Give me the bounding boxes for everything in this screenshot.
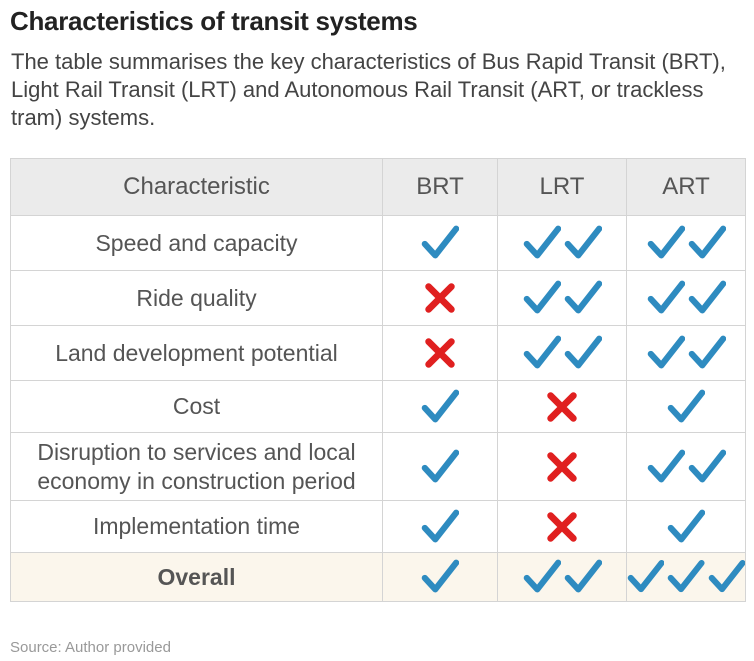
check-icon [564,559,602,593]
check-icon [523,225,561,259]
check-icon [421,449,459,482]
check-icon [668,559,705,593]
rating-marks [383,224,497,262]
check-icon [421,559,459,593]
page-title: Characteristics of transit systems [10,6,418,36]
cross-icon [547,451,577,482]
characteristic-label: Land development potential [10,325,383,381]
rating-marks [383,388,497,426]
characteristic-label: Ride quality [10,270,383,326]
header-characteristic: Characteristic [10,158,383,216]
rating-marks [383,558,497,596]
rating-marks [498,558,626,596]
rating-marks [498,279,626,317]
check-icon [523,559,561,593]
rating-marks [627,558,745,596]
cell-lrt [497,270,627,326]
check-icon [564,280,602,314]
cell-art [626,325,746,381]
cross-icon [425,283,455,313]
overall-row: Overall [10,552,746,602]
table-row: Implementation time [10,500,746,553]
check-icon [667,509,705,542]
check-icon [421,225,459,259]
check-icon [523,280,561,314]
check-icon [688,280,726,314]
check-icon [647,225,685,259]
header-art: ART [626,158,746,216]
cross-icon [425,338,455,368]
characteristic-label: Speed and capacity [10,215,383,271]
table-header-row: Characteristic BRT LRT ART [10,158,746,216]
page-subtitle: The table summarises the key characteris… [11,49,726,130]
rating-marks [383,448,497,486]
check-icon [421,509,459,542]
table-row: Cost [10,380,746,433]
rating-marks [627,508,745,546]
check-icon [688,335,726,369]
cell-brt [382,380,498,433]
cell-brt [382,325,498,381]
table-row: Ride quality [10,270,746,326]
check-icon [688,225,726,259]
cell-art [626,432,746,501]
rating-marks [383,508,497,546]
cell-art [626,500,746,553]
rating-marks [498,224,626,262]
check-icon [647,449,685,482]
rating-marks [383,279,497,317]
check-icon [627,559,665,593]
cell-art [626,215,746,271]
check-icon [708,559,745,593]
check-icon [523,335,561,369]
cell-brt [382,270,498,326]
rating-marks [627,448,745,486]
rating-marks [498,448,626,486]
rating-marks [627,334,745,372]
cell-lrt [497,380,627,433]
cross-icon [547,511,577,542]
cell-art [626,552,746,602]
check-icon [564,225,602,259]
characteristic-label: Overall [10,552,383,602]
characteristics-table: Characteristic BRT LRT ART Speed and cap… [10,158,746,602]
cell-lrt [497,552,627,602]
cell-art [626,270,746,326]
table-row: Land development potential [10,325,746,381]
cell-art [626,380,746,433]
cross-icon [547,391,577,422]
cell-brt [382,552,498,602]
check-icon [647,280,685,314]
cell-brt [382,432,498,501]
characteristic-label: Cost [10,380,383,433]
check-icon [564,335,602,369]
cell-lrt [497,500,627,553]
header-lrt: LRT [497,158,627,216]
cell-lrt [497,215,627,271]
source-note: Source: Author provided [10,639,171,656]
cell-brt [382,215,498,271]
rating-marks [627,279,745,317]
characteristic-label: Implementation time [10,500,383,553]
rating-marks [498,388,626,426]
check-icon [667,389,705,422]
table-row: Speed and capacity [10,215,746,271]
rating-marks [627,388,745,426]
rating-marks [498,334,626,372]
table-row: Disruption to services and local economy… [10,432,746,501]
rating-marks [627,224,745,262]
rating-marks [383,334,497,372]
check-icon [421,389,459,422]
check-icon [688,449,726,482]
rating-marks [498,508,626,546]
check-icon [647,335,685,369]
characteristic-label: Disruption to services and local economy… [10,432,383,501]
header-brt: BRT [382,158,498,216]
table-body: Speed and capacity Ride quality Land devel… [10,215,746,602]
cell-brt [382,500,498,553]
cell-lrt [497,432,627,501]
cell-lrt [497,325,627,381]
